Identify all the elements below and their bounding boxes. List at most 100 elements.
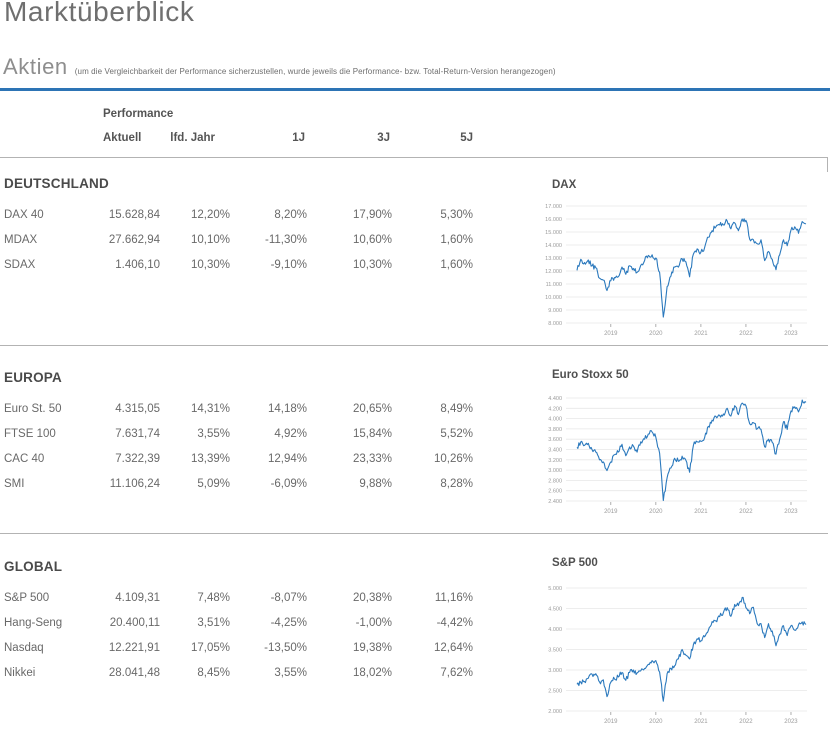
- series-line: [576, 218, 807, 318]
- grid-lines: 8.000 9.000 10.000 11.000 12.000 13.000 14.000…: [545, 204, 807, 327]
- column-header-row: Aktuell lfd. Jahr 1J 3J 5J: [103, 126, 475, 150]
- svg-text:2.400: 2.400: [548, 499, 562, 505]
- svg-text:3.500: 3.500: [548, 648, 562, 654]
- svg-text:14.000: 14.000: [545, 243, 562, 249]
- accent-divider: [0, 88, 830, 91]
- col-header-lfd-jahr: lfd. Jahr: [170, 132, 215, 144]
- row-label: SDAX: [4, 259, 36, 271]
- row-value: 7.631,74: [115, 428, 160, 440]
- section-deutschland: DEUTSCHLAND DAX 40 15.628,84 12,20% 8,20% 17,…: [4, 176, 484, 278]
- row-value: 5,52%: [440, 428, 473, 440]
- row-value: 1,60%: [440, 259, 473, 271]
- row-value: 15.628,84: [108, 209, 160, 221]
- chart-title-dax: DAX: [552, 179, 577, 191]
- row-value: 20,38%: [352, 592, 392, 604]
- svg-text:2019: 2019: [604, 331, 618, 337]
- row-value: 18,02%: [352, 667, 392, 679]
- svg-text:2020: 2020: [649, 719, 663, 725]
- performance-group-header: Performance: [103, 108, 174, 120]
- row-value: 14,31%: [190, 403, 230, 415]
- row-value: 20,65%: [352, 403, 392, 415]
- table-row: MDAX 27.662,94 10,10% -11,30% 10,60% 1,60%: [4, 228, 484, 253]
- chart-sp-500: S&P 500 2.000 2.500 3.000 3.500 4.000 4.500 5.…: [540, 548, 833, 733]
- svg-text:9.000: 9.000: [548, 308, 562, 314]
- row-value: -6,09%: [270, 478, 307, 490]
- svg-text:2021: 2021: [694, 509, 708, 515]
- svg-text:4.000: 4.000: [548, 627, 562, 633]
- row-value: 1,60%: [440, 234, 473, 246]
- section-note: (um die Vergleichbarkeit der Performance…: [74, 67, 556, 76]
- table-header: Performance Aktuell lfd. Jahr 1J 3J 5J: [103, 102, 475, 150]
- row-label: FTSE 100: [4, 428, 56, 440]
- row-value: 27.662,94: [108, 234, 160, 246]
- chart-title-euro-stoxx-50: Euro Stoxx 50: [552, 369, 629, 381]
- svg-text:4.400: 4.400: [548, 396, 562, 402]
- row-value: 7.322,39: [115, 453, 160, 465]
- table-row: FTSE 100 7.631,74 3,55% 4,92% 15,84% 5,52%: [4, 422, 484, 447]
- divider-section-2: [0, 533, 828, 534]
- page-title: Marktüberblick: [4, 0, 195, 27]
- row-value: 8,28%: [440, 478, 473, 490]
- row-value: 4.109,31: [115, 592, 160, 604]
- svg-text:13.000: 13.000: [545, 256, 562, 262]
- row-value: 10,60%: [352, 234, 392, 246]
- row-value: 10,10%: [190, 234, 230, 246]
- svg-text:3.600: 3.600: [548, 437, 562, 443]
- svg-text:2021: 2021: [694, 331, 708, 337]
- svg-text:2019: 2019: [604, 719, 618, 725]
- row-value: -4,25%: [270, 617, 307, 629]
- svg-text:15.000: 15.000: [545, 230, 562, 236]
- row-value: 3,51%: [197, 617, 230, 629]
- svg-text:12.000: 12.000: [545, 269, 562, 275]
- row-value: 19,38%: [352, 642, 392, 654]
- row-label: Nasdaq: [4, 642, 44, 654]
- row-value: 12.221,91: [108, 642, 160, 654]
- section-title: EUROPA: [4, 370, 62, 385]
- svg-text:5.000: 5.000: [548, 586, 562, 592]
- svg-text:16.000: 16.000: [545, 217, 562, 223]
- chart-dax: DAX 8.000 9.000 10.000 11.000 12.000 13.000 14…: [540, 170, 833, 345]
- divider-section-1: [0, 345, 828, 346]
- svg-text:2.600: 2.600: [548, 489, 562, 495]
- row-label: SMI: [4, 478, 25, 490]
- row-value: 4.315,05: [115, 403, 160, 415]
- section-heading-aktien: Aktien: [3, 54, 68, 79]
- col-header-3j: 3J: [377, 132, 390, 144]
- series-line: [576, 399, 807, 502]
- chart-euro-stoxx-50: Euro Stoxx 50 2.400 2.600 2.800 3.000 3.200 3…: [540, 360, 833, 523]
- row-value: 1.406,10: [115, 259, 160, 271]
- svg-text:4.200: 4.200: [548, 406, 562, 412]
- svg-text:3.800: 3.800: [548, 427, 562, 433]
- row-value: 11.106,24: [109, 478, 160, 490]
- row-value: 7,62%: [440, 667, 473, 679]
- section-europa: EUROPA Euro St. 50 4.315,05 14,31% 14,18% 20,…: [4, 370, 484, 497]
- table-row: Nikkei 28.041,48 8,45% 3,55% 18,02% 7,62%: [4, 661, 484, 686]
- col-header-aktuell: Aktuell: [103, 132, 142, 144]
- row-value: 9,88%: [359, 478, 392, 490]
- svg-text:3.200: 3.200: [548, 458, 562, 464]
- row-value: 17,90%: [352, 209, 392, 221]
- row-value: 3,55%: [197, 428, 230, 440]
- right-edge-tick: [827, 157, 828, 172]
- svg-text:2020: 2020: [649, 509, 663, 515]
- row-value: 8,20%: [274, 209, 307, 221]
- grid-lines: 2.400 2.600 2.800 3.000 3.200 3.400 3.600 3.800…: [548, 396, 807, 505]
- row-label: DAX 40: [4, 209, 44, 221]
- row-value: 5,30%: [440, 209, 473, 221]
- svg-text:3.000: 3.000: [548, 468, 562, 474]
- row-value: 10,30%: [190, 259, 230, 271]
- row-value: -9,10%: [270, 259, 307, 271]
- row-label: CAC 40: [4, 453, 45, 465]
- svg-text:11.000: 11.000: [546, 282, 562, 288]
- svg-text:17.000: 17.000: [545, 204, 562, 210]
- row-value: 7,48%: [197, 592, 230, 604]
- table-row: Hang-Seng 20.400,11 3,51% -4,25% -1,00% -4,42…: [4, 611, 484, 636]
- svg-text:3.400: 3.400: [548, 448, 562, 454]
- divider-header: [0, 157, 828, 158]
- row-value: 8,45%: [197, 667, 230, 679]
- section-title: DEUTSCHLAND: [4, 176, 109, 191]
- row-value: 8,49%: [440, 403, 473, 415]
- svg-text:2019: 2019: [604, 509, 618, 515]
- row-value: 20.400,11: [109, 617, 160, 629]
